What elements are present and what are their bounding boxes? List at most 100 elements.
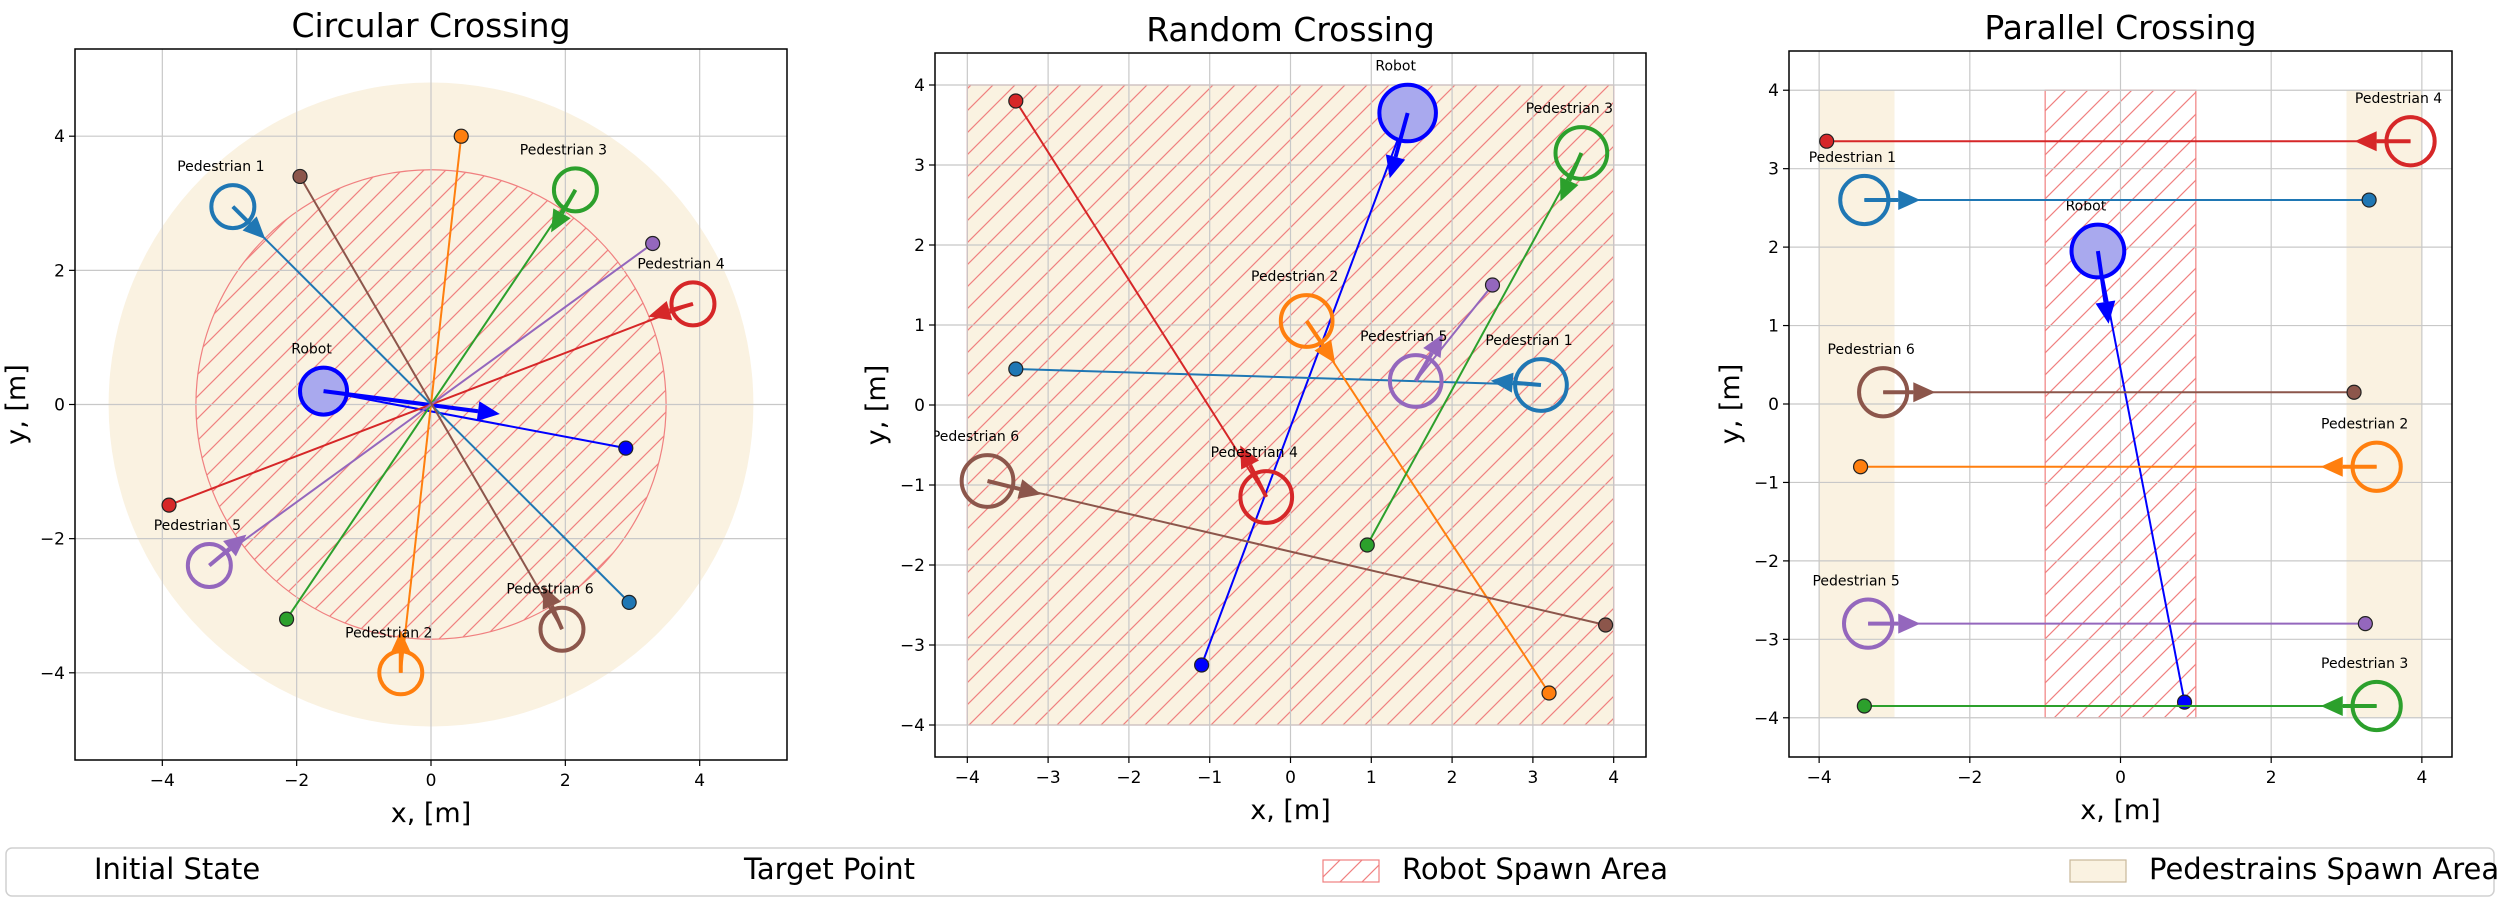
y-tick-label: −4 xyxy=(900,716,925,736)
y-axis-label: y, [m] xyxy=(1,364,32,445)
pedestrian-6: Pedestrian 6 xyxy=(292,168,594,653)
target-point xyxy=(278,611,295,627)
heading-line xyxy=(323,389,479,414)
x-tick-label: 2 xyxy=(560,771,571,791)
heading-arrowhead xyxy=(1560,177,1579,202)
heading-arrowhead xyxy=(476,401,500,422)
y-tick-label: 3 xyxy=(914,156,925,176)
y-tick-label: 1 xyxy=(1768,317,1779,337)
y-tick-label: 0 xyxy=(1768,395,1779,415)
x-tick-label: 4 xyxy=(1608,768,1619,788)
x-axis-label: x, [m] xyxy=(391,798,472,829)
heading-arrowhead xyxy=(1913,382,1936,403)
agent-label: Pedestrian 2 xyxy=(1251,269,1338,285)
agent-label: Pedestrian 2 xyxy=(2321,417,2408,433)
trajectory-line xyxy=(1305,320,1550,694)
x-tick-label: 3 xyxy=(1527,768,1538,788)
target-point xyxy=(621,594,637,610)
x-tick-label: −4 xyxy=(955,768,980,788)
trajectory-line xyxy=(299,175,563,630)
heading-line xyxy=(668,301,694,313)
pedestrian-1: Pedestrian 1 xyxy=(1008,333,1573,413)
initial-state-circle xyxy=(1387,353,1444,409)
x-tick-label: −3 xyxy=(1036,768,1061,788)
target-point xyxy=(1008,93,1024,109)
target-point xyxy=(1852,459,1869,475)
x-tick-label: 4 xyxy=(694,771,705,791)
plot-area: Robot Pedestrian 1 Pedestrian 2 Pedestrian … xyxy=(932,53,1646,757)
pedestrian-2: Pedestrian 2 xyxy=(1251,269,1557,701)
agent-label: Pedestrian 6 xyxy=(932,429,1019,445)
x-axis-label: x, [m] xyxy=(1250,795,1331,826)
x-tick-label: 2 xyxy=(1447,768,1458,788)
trajectory-line xyxy=(1015,368,1541,386)
y-tick-label: −3 xyxy=(900,636,925,656)
initial-state-circle xyxy=(2069,222,2127,280)
heading-line xyxy=(1567,152,1584,182)
y-tick-label: 4 xyxy=(914,76,925,96)
target-point xyxy=(645,235,661,252)
agent-label: Pedestrian 5 xyxy=(1812,574,1899,590)
legend-robot-spawn-swatch xyxy=(1322,859,1380,883)
target-point xyxy=(1484,277,1501,293)
heading-arrowhead xyxy=(1240,445,1260,470)
agent-label: Robot xyxy=(1375,59,1416,75)
chart-panel-3: Robot Pedestrian 1 Pedestrian 2 Pedestrian … xyxy=(1715,8,2453,826)
trajectory-line xyxy=(987,480,1606,626)
pedestrian-6: Pedestrian 6 xyxy=(932,429,1614,633)
trajectory-line xyxy=(1014,100,1268,498)
heading-line xyxy=(560,188,578,215)
agent-label: Pedestrian 5 xyxy=(154,518,241,534)
heading-line xyxy=(1305,319,1325,347)
x-axis-label: x, [m] xyxy=(2080,795,2161,826)
x-tick-label: 2 xyxy=(2266,768,2277,788)
pedestrian-1: Pedestrian 1 xyxy=(177,159,637,610)
agent-label: Pedestrian 1 xyxy=(177,159,264,175)
heading-arrowhead xyxy=(1017,479,1042,499)
chart-title: Circular Crossing xyxy=(291,6,570,45)
legend-robot-spawn-area: Robot Spawn Area xyxy=(1402,852,1668,886)
agent-label: Pedestrian 6 xyxy=(1828,342,1915,358)
robot: Robot xyxy=(291,342,634,456)
target-point xyxy=(1008,361,1024,377)
chart-title: Parallel Crossing xyxy=(1984,8,2256,47)
y-tick-label: 2 xyxy=(914,236,925,256)
robot: Robot xyxy=(2066,199,2193,710)
trajectory-line xyxy=(1414,284,1494,382)
x-tick-label: −4 xyxy=(1807,768,1832,788)
y-tick-label: 0 xyxy=(54,396,65,416)
y-tick-label: −4 xyxy=(40,664,65,684)
initial-state-circle xyxy=(185,541,233,589)
y-tick-label: 1 xyxy=(914,316,925,336)
target-point xyxy=(2361,192,2377,208)
heading-line xyxy=(2095,250,2108,303)
target-point xyxy=(1819,133,1835,149)
x-tick-label: −2 xyxy=(284,771,309,791)
heading-arrowhead xyxy=(1314,339,1336,364)
y-tick-label: −3 xyxy=(1754,630,1779,650)
chart-panel-2: Robot Pedestrian 1 Pedestrian 2 Pedestrian … xyxy=(861,10,1647,826)
heading-arrowhead xyxy=(1490,372,1514,393)
legend-pedestrian-spawn-area: Pedestrains Spawn Area xyxy=(2149,852,2499,886)
y-tick-label: −1 xyxy=(1754,473,1779,493)
target-point xyxy=(453,128,469,144)
x-tick-label: 0 xyxy=(2115,768,2126,788)
y-tick-label: −2 xyxy=(1754,552,1779,572)
x-tick-label: −2 xyxy=(1116,768,1141,788)
y-tick-label: 0 xyxy=(914,396,925,416)
target-point xyxy=(618,440,634,456)
y-tick-label: −2 xyxy=(40,530,65,550)
heading-arrowhead xyxy=(542,585,562,610)
pedestrian-4: Pedestrian 4 xyxy=(1819,91,2442,168)
heading-arrowhead xyxy=(1385,154,1406,179)
y-tick-label: −1 xyxy=(900,476,925,496)
pedestrian-5: Pedestrian 5 xyxy=(1812,574,2373,650)
legend-initial-state: Initial State xyxy=(94,852,260,886)
agent-label: Pedestrian 4 xyxy=(1211,445,1298,461)
robot: Robot xyxy=(1194,59,1438,673)
trajectory-line xyxy=(323,390,626,450)
heading-arrowhead xyxy=(551,208,571,233)
x-tick-label: 1 xyxy=(1366,768,1377,788)
target-point xyxy=(2357,616,2373,632)
y-axis-label: y, [m] xyxy=(861,365,892,446)
